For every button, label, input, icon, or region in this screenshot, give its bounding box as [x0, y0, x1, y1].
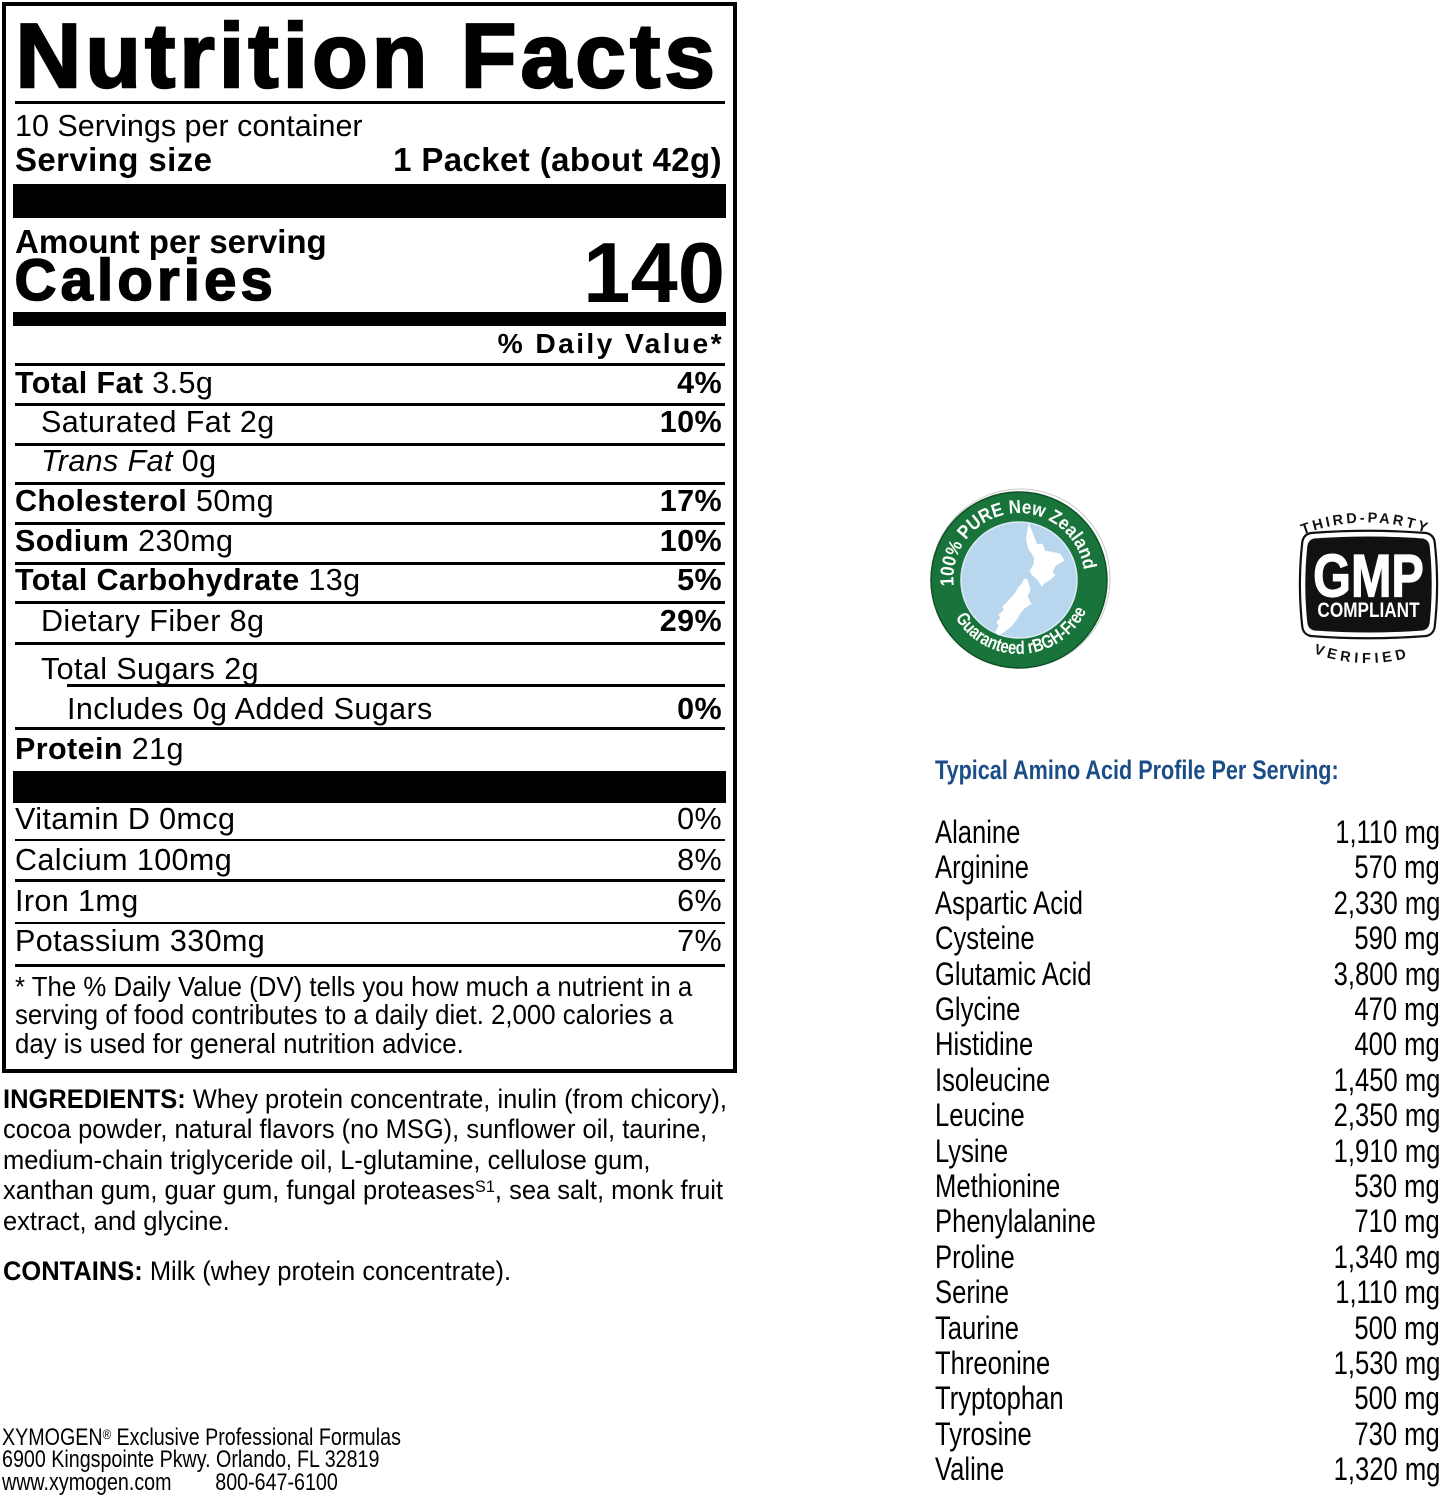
svg-text:COMPLIANT: COMPLIANT — [1317, 598, 1419, 622]
svg-text:THIRD-PARTY: THIRD-PARTY — [1299, 510, 1432, 538]
svg-text:VERIFIED: VERIFIED — [1312, 642, 1411, 667]
svg-text:GMP: GMP — [1313, 543, 1424, 610]
